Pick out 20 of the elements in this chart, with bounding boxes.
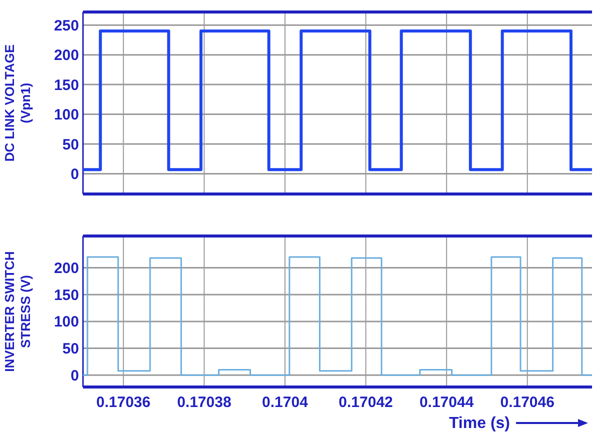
y-tick-label: 150 [54, 76, 79, 94]
x-tick-label: 0.17044 [419, 394, 474, 411]
x-tick-label: 0.17038 [177, 394, 232, 411]
y-axis-title: INVERTER SWITCH STRESS (V) [2, 251, 33, 372]
y-tick-label: 0 [70, 367, 79, 384]
x-tick-label: 0.17042 [338, 394, 393, 411]
y-tick-label: 150 [54, 286, 79, 304]
x-axis-title: Time (s) [448, 415, 510, 432]
y-tick-label: 200 [54, 260, 79, 277]
x-tick-label: 0.17036 [96, 394, 151, 411]
y-tick-label: 100 [54, 314, 79, 331]
y-tick-label: 50 [62, 340, 79, 358]
y-tick-label: 50 [62, 136, 79, 154]
x-tick-label: 0.17046 [500, 394, 554, 411]
y-tick-label: 100 [54, 106, 79, 124]
x-tick-label: 0.1704 [262, 394, 309, 411]
y-tick-label: 0 [70, 166, 79, 184]
y-axis-title: DC LINK VOLTAGE (Vpn1) [2, 44, 33, 162]
y-tick-label: 200 [54, 47, 79, 64]
y-tick-label: 250 [54, 17, 79, 34]
